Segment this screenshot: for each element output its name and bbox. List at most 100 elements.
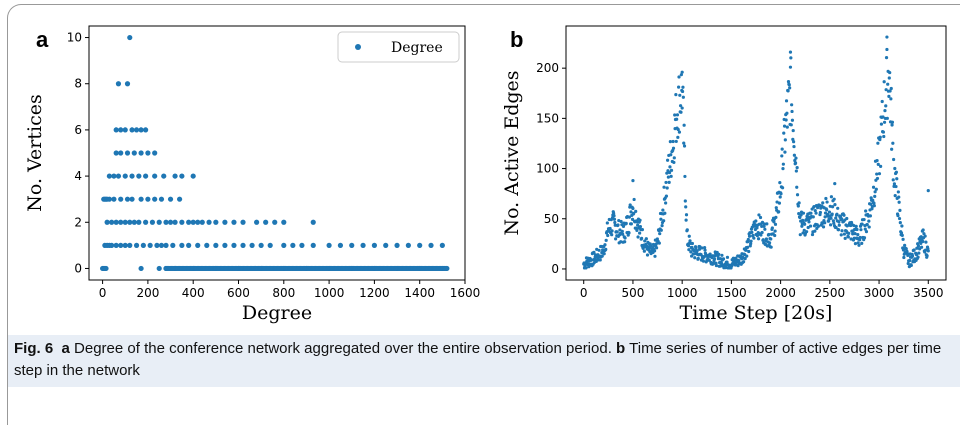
edge-count-point [610, 229, 614, 233]
panel-b-label: b [510, 27, 524, 52]
edge-count-point [882, 120, 887, 124]
edge-count-point [829, 195, 834, 199]
degree-point [170, 242, 176, 248]
edge-count-point [674, 93, 678, 97]
edge-count-point [683, 199, 687, 203]
chart-a-ytick-label: 4 [74, 169, 82, 183]
edge-count-point [619, 240, 623, 244]
edge-count-point [836, 228, 841, 232]
edge-count-point [790, 109, 794, 114]
edge-count-point [793, 161, 798, 165]
edge-count-point [874, 187, 878, 191]
edge-count-point [676, 127, 680, 132]
degree-point [138, 150, 144, 156]
edge-count-point [813, 229, 817, 233]
edge-count-point [886, 82, 890, 86]
edge-count-point [840, 217, 844, 221]
edge-count-point [665, 158, 670, 162]
edge-count-point [788, 86, 792, 90]
edge-count-point [745, 254, 749, 258]
edge-count-point [919, 245, 924, 249]
edge-count-point [597, 248, 601, 252]
edge-count-point [592, 250, 596, 254]
edge-count-point [878, 138, 882, 142]
edge-count-point [763, 227, 767, 231]
chart-a-legend-marker [355, 44, 361, 50]
edge-count-point [835, 212, 839, 216]
edge-count-point [889, 86, 893, 91]
degree-point [113, 219, 119, 225]
degree-point [136, 173, 142, 179]
edge-count-point [671, 139, 675, 144]
edge-count-point [864, 209, 868, 213]
chart-a-xtick-label: 200 [136, 286, 159, 300]
caption-a-text: Degree of the conference network aggrega… [74, 340, 612, 357]
edge-count-point [856, 233, 860, 237]
edge-count-point [877, 172, 882, 176]
edge-count-point [760, 230, 764, 235]
edge-count-point [906, 261, 910, 266]
edge-count-point [921, 228, 925, 232]
edge-count-point [679, 110, 683, 114]
edge-count-point [873, 194, 877, 198]
edge-count-point [645, 253, 650, 257]
degree-point [349, 242, 355, 248]
edge-count-point [895, 177, 899, 181]
edge-count-point [798, 215, 802, 220]
degree-point [394, 242, 400, 248]
edge-count-point [674, 139, 678, 144]
edge-count-point [774, 206, 778, 210]
edge-count-point [754, 219, 758, 223]
edge-count-point [708, 252, 712, 256]
edge-count-point [629, 222, 633, 226]
chart-b-xtick-label: 1500 [716, 286, 747, 300]
edge-count-point [712, 261, 716, 266]
edge-count-point [665, 171, 669, 175]
degree-point [152, 173, 158, 179]
edge-count-point [847, 231, 851, 235]
edge-count-point [882, 80, 886, 84]
edge-count-point [684, 218, 688, 222]
edge-count-point [636, 223, 640, 227]
edge-count-point [916, 244, 921, 248]
edge-count-point [701, 259, 706, 263]
edge-count-point [638, 231, 642, 235]
edge-count-point [851, 232, 855, 236]
degree-point [199, 219, 205, 225]
edge-count-point [795, 193, 800, 197]
edge-count-point [694, 246, 698, 250]
chart-a-ytick-label: 10 [67, 31, 82, 45]
edge-count-point [632, 211, 636, 215]
degree-point [195, 242, 201, 248]
edge-count-point [790, 118, 795, 122]
degree-point [290, 242, 296, 248]
edge-count-point [792, 153, 796, 157]
edge-count-point [833, 203, 837, 207]
edge-count-point [855, 227, 859, 232]
caption-a-label: a [61, 340, 70, 357]
degree-point [310, 242, 316, 248]
edge-count-point [778, 181, 782, 185]
edge-count-point [853, 242, 858, 246]
edge-count-point [922, 232, 926, 236]
edge-count-point [762, 222, 767, 226]
edge-count-point [797, 211, 801, 216]
edge-count-point [665, 186, 669, 190]
edge-count-point [924, 240, 928, 244]
edge-count-point [871, 185, 876, 189]
edge-count-point [584, 266, 588, 270]
edge-count-point [873, 190, 877, 194]
edge-count-point [884, 56, 889, 60]
edge-count-point [809, 211, 813, 215]
edge-count-point [862, 217, 866, 222]
edge-count-point [598, 258, 602, 262]
edge-count-point [794, 156, 798, 160]
edge-count-point [681, 95, 685, 99]
degree-point [258, 242, 264, 248]
edge-count-point [914, 253, 919, 257]
degree-point [267, 242, 273, 248]
chart-a-legend-box [337, 31, 460, 63]
edge-count-point [774, 215, 778, 220]
edge-count-point [627, 231, 631, 235]
degree-point [299, 242, 305, 248]
